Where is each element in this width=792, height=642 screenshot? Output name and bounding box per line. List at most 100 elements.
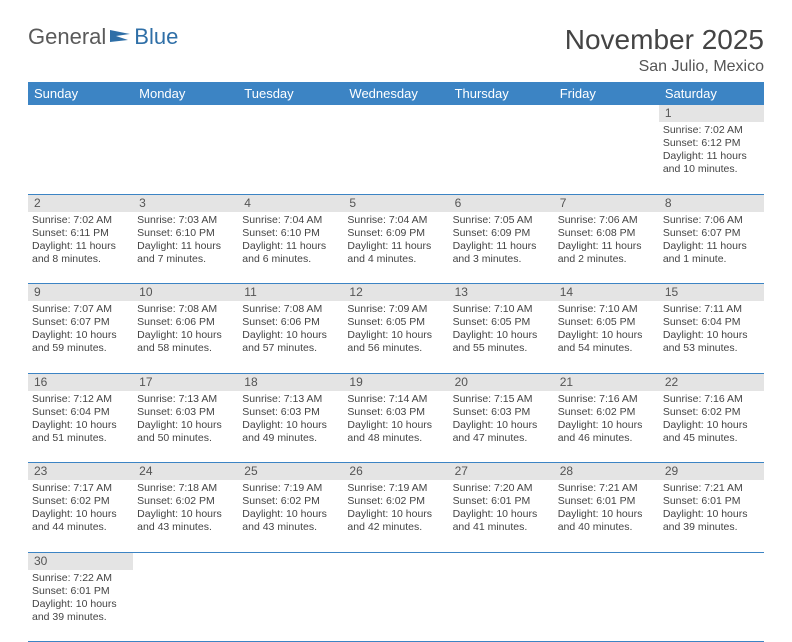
day-cell-line: Daylight: 10 hours	[663, 329, 760, 342]
day-cell-line: Sunrise: 7:11 AM	[663, 303, 760, 316]
day-cell-line: and 59 minutes.	[32, 342, 129, 355]
day-number-cell: 17	[133, 373, 238, 391]
day-number-cell: 3	[133, 194, 238, 212]
day-cell-line: Sunrise: 7:04 AM	[242, 214, 339, 227]
day-cell-line: Daylight: 10 hours	[558, 329, 655, 342]
day-cell-line: Daylight: 10 hours	[137, 329, 234, 342]
day-cell-line: Sunset: 6:02 PM	[242, 495, 339, 508]
day-number-cell	[238, 552, 343, 570]
day-cell-line: Sunset: 6:07 PM	[663, 227, 760, 240]
day-cell: Sunrise: 7:03 AMSunset: 6:10 PMDaylight:…	[133, 212, 238, 284]
flag-icon	[110, 24, 132, 50]
day-cell-line: Sunset: 6:10 PM	[137, 227, 234, 240]
week-row: Sunrise: 7:12 AMSunset: 6:04 PM Daylight:…	[28, 391, 764, 463]
day-cell-line: Sunset: 6:02 PM	[663, 406, 760, 419]
day-number-cell	[28, 105, 133, 122]
day-cell-line: Daylight: 10 hours	[242, 419, 339, 432]
day-cell-line: Sunset: 6:09 PM	[453, 227, 550, 240]
day-number-cell: 16	[28, 373, 133, 391]
day-cell-line: Sunset: 6:04 PM	[663, 316, 760, 329]
day-cell-line: Sunset: 6:03 PM	[137, 406, 234, 419]
day-number-cell	[133, 552, 238, 570]
day-cell-line: and 2 minutes.	[558, 253, 655, 266]
day-cell-line: Sunset: 6:02 PM	[137, 495, 234, 508]
day-cell-line: Sunset: 6:11 PM	[32, 227, 129, 240]
week-row: Sunrise: 7:02 AMSunset: 6:11 PMDaylight:…	[28, 212, 764, 284]
day-number-cell: 22	[659, 373, 764, 391]
day-cell-line: Sunrise: 7:06 AM	[558, 214, 655, 227]
day-cell-line: and 45 minutes.	[663, 432, 760, 445]
day-cell: Sunrise: 7:07 AMSunset: 6:07 PMDaylight:…	[28, 301, 133, 373]
day-cell: Sunrise: 7:06 AMSunset: 6:08 PMDaylight:…	[554, 212, 659, 284]
day-cell-line: Sunset: 6:01 PM	[558, 495, 655, 508]
day-cell-line: and 50 minutes.	[137, 432, 234, 445]
day-cell-line: and 1 minute.	[663, 253, 760, 266]
day-number-row: 23242526272829	[28, 463, 764, 481]
day-cell	[554, 122, 659, 194]
day-number-row: 1	[28, 105, 764, 122]
day-number-cell: 19	[343, 373, 448, 391]
day-number-cell	[554, 105, 659, 122]
day-cell-line: and 49 minutes.	[242, 432, 339, 445]
day-cell-line: and 51 minutes.	[32, 432, 129, 445]
day-cell-line: Daylight: 10 hours	[137, 419, 234, 432]
day-cell-line: Daylight: 10 hours	[242, 508, 339, 521]
day-cell-line: and 6 minutes.	[242, 253, 339, 266]
day-cell-line: Daylight: 11 hours	[242, 240, 339, 253]
day-cell-line: Sunrise: 7:22 AM	[32, 572, 129, 585]
day-cell-line: Sunrise: 7:08 AM	[137, 303, 234, 316]
day-cell	[343, 122, 448, 194]
day-cell-line: Daylight: 11 hours	[558, 240, 655, 253]
day-cell-line: and 57 minutes.	[242, 342, 339, 355]
page-title: November 2025	[565, 24, 764, 56]
day-cell-line: and 4 minutes.	[347, 253, 444, 266]
day-cell-line: and 53 minutes.	[663, 342, 760, 355]
logo: General Blue	[28, 24, 178, 50]
day-cell-line: Daylight: 10 hours	[137, 508, 234, 521]
day-number-cell	[343, 105, 448, 122]
day-cell-line: Sunset: 6:03 PM	[347, 406, 444, 419]
day-cell: Sunrise: 7:08 AMSunset: 6:06 PMDaylight:…	[133, 301, 238, 373]
day-cell-line: Sunrise: 7:12 AM	[32, 393, 129, 406]
day-cell: Sunrise: 7:19 AMSunset: 6:02 PMDaylight:…	[343, 480, 448, 552]
day-cell-line: Sunset: 6:01 PM	[663, 495, 760, 508]
day-cell-line: Sunset: 6:04 PM	[32, 406, 129, 419]
day-number-cell	[449, 105, 554, 122]
day-cell-line: Daylight: 10 hours	[453, 508, 550, 521]
day-number-cell: 25	[238, 463, 343, 481]
day-number-cell: 12	[343, 284, 448, 302]
title-block: November 2025 San Julio, Mexico	[565, 24, 764, 76]
calendar-table: Sunday Monday Tuesday Wednesday Thursday…	[28, 82, 764, 642]
day-cell: Sunrise: 7:02 AMSunset: 6:11 PMDaylight:…	[28, 212, 133, 284]
day-cell-line: Daylight: 11 hours	[347, 240, 444, 253]
day-number-cell: 7	[554, 194, 659, 212]
day-cell: Sunrise: 7:10 AMSunset: 6:05 PMDaylight:…	[449, 301, 554, 373]
day-number-row: 30	[28, 552, 764, 570]
day-number-cell	[133, 105, 238, 122]
day-number-cell: 28	[554, 463, 659, 481]
week-row: Sunrise: 7:17 AMSunset: 6:02 PMDaylight:…	[28, 480, 764, 552]
day-cell-line: Sunset: 6:07 PM	[32, 316, 129, 329]
dh-fri: Friday	[554, 82, 659, 105]
day-cell: Sunrise: 7:17 AMSunset: 6:02 PMDaylight:…	[28, 480, 133, 552]
day-cell-line: Daylight: 11 hours	[453, 240, 550, 253]
day-number-cell	[659, 552, 764, 570]
day-cell-line: Sunrise: 7:09 AM	[347, 303, 444, 316]
day-number-cell: 8	[659, 194, 764, 212]
day-cell-line: and 39 minutes.	[663, 521, 760, 534]
day-cell-line: Daylight: 11 hours	[663, 150, 760, 163]
day-cell-line: and 40 minutes.	[558, 521, 655, 534]
day-cell-line: Sunrise: 7:19 AM	[347, 482, 444, 495]
day-cell: Sunrise: 7:13 AMSunset: 6:03 PMDaylight:…	[133, 391, 238, 463]
day-number-cell: 4	[238, 194, 343, 212]
day-cell-line: Daylight: 10 hours	[558, 419, 655, 432]
day-number-cell: 1	[659, 105, 764, 122]
day-cell: Sunrise: 7:08 AMSunset: 6:06 PMDaylight:…	[238, 301, 343, 373]
day-cell	[238, 570, 343, 642]
logo-text-blue: Blue	[134, 24, 178, 50]
day-cell: Sunrise: 7:16 AMSunset: 6:02 PMDaylight:…	[554, 391, 659, 463]
day-cell	[449, 570, 554, 642]
day-cell-line: Sunset: 6:06 PM	[242, 316, 339, 329]
day-cell-line: Sunset: 6:02 PM	[347, 495, 444, 508]
day-cell-line: Sunrise: 7:19 AM	[242, 482, 339, 495]
